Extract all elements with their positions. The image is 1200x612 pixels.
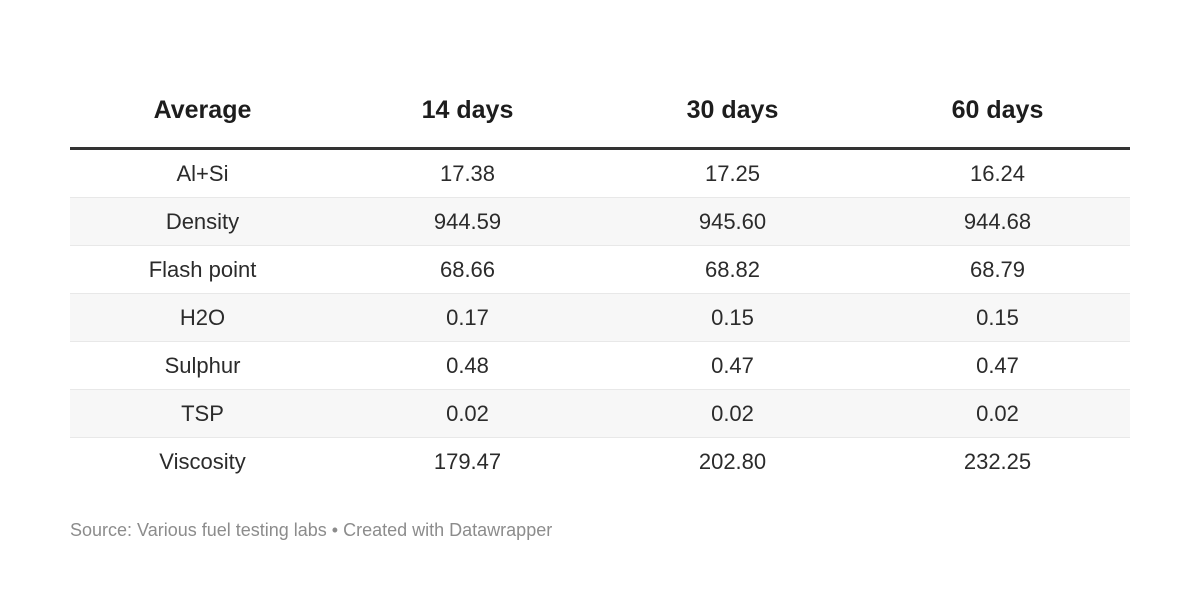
cell-flash-point-30-days: 68.82: [600, 245, 865, 294]
table-card: Average 14 days 30 days 60 days Al+Si 17.38 1…: [70, 90, 1130, 541]
table-row-flash-point: Flash point 68.66 68.82 68.79: [70, 245, 1130, 294]
cell-viscosity-30-days: 202.80: [698, 449, 767, 474]
row-label: Sulphur: [70, 341, 335, 390]
table-row-density: Density 944.59 945.60 944.68: [70, 197, 1130, 246]
row-label: Density: [70, 197, 335, 246]
cell-sulphur-60-days: 0.47: [865, 341, 1130, 390]
header-row: Average 14 days 30 days 60 days: [70, 90, 1130, 150]
column-header-30-days: 30 days: [600, 90, 865, 150]
source-caption: Source: Various fuel testing labs • Crea…: [70, 520, 553, 540]
cell-sulphur-14-days: 0.48: [335, 341, 600, 390]
cell-al-si-60-days: 16.24: [865, 148, 1130, 198]
column-header-average: Average: [70, 90, 335, 150]
row-label: Flash point: [70, 245, 335, 294]
row-label: H2O: [70, 293, 335, 342]
row-label: Al+Si: [70, 148, 335, 198]
cell-flash-point-60-days: 68.79: [865, 245, 1130, 294]
cell-flash-point-14-days: 68.66: [335, 245, 600, 294]
cell-density-30-days: 945.60: [600, 197, 865, 246]
cell-al-si-14-days: 17.38: [335, 148, 600, 198]
cell-density-60-days: 944.68: [865, 197, 1130, 246]
cell-tsp-30-days: 0.02: [600, 389, 865, 438]
column-header-60-days: 60 days: [865, 90, 1130, 150]
table-body: Al+Si 17.38 17.25 16.24 Density 944.59 945.60 9…: [70, 148, 1130, 486]
table-row-h2o: H2O 0.17 0.15 0.15: [70, 293, 1130, 342]
data-table: Average 14 days 30 days 60 days Al+Si 17.38 1…: [70, 90, 1130, 485]
table-row-viscosity: Viscosity 179.47 202.80 232.25: [70, 438, 1130, 486]
row-label: TSP: [70, 389, 335, 438]
table-row-tsp: TSP 0.02 0.02 0.02: [70, 389, 1130, 438]
cell-sulphur-30-days: 0.47: [600, 341, 865, 390]
cell-tsp-60-days: 0.02: [865, 389, 1130, 438]
column-header-14-days: 14 days: [335, 90, 600, 150]
cell-viscosity-14-days: 179.47: [433, 449, 502, 474]
cell-density-14-days: 944.59: [335, 197, 600, 246]
table-row-al-si: Al+Si 17.38 17.25 16.24: [70, 148, 1130, 198]
cell-viscosity-60-days: 232.25: [963, 449, 1032, 474]
table-row-sulphur: Sulphur 0.48 0.47 0.47: [70, 341, 1130, 390]
cell-h2o-30-days: 0.15: [600, 293, 865, 342]
row-label: Viscosity: [159, 449, 246, 474]
cell-h2o-60-days: 0.15: [865, 293, 1130, 342]
cell-tsp-14-days: 0.02: [335, 389, 600, 438]
cell-h2o-14-days: 0.17: [335, 293, 600, 342]
cell-al-si-30-days: 17.25: [600, 148, 865, 198]
table-header: Average 14 days 30 days 60 days: [70, 90, 1130, 150]
